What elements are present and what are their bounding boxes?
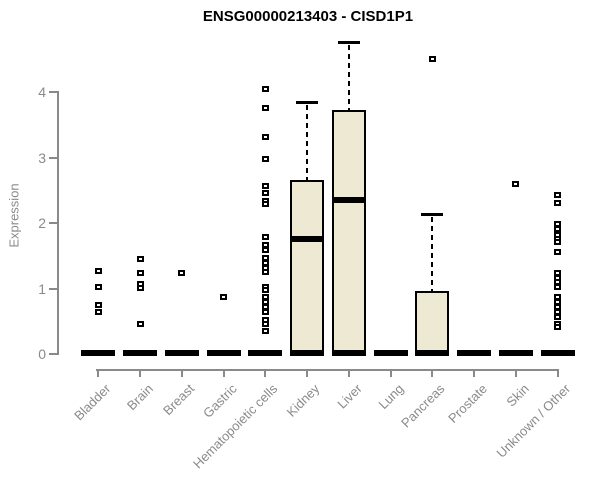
outlier-point [137, 321, 144, 327]
median-line [290, 236, 324, 242]
whisker-cap [296, 101, 318, 104]
outlier-point [262, 309, 269, 315]
outlier-point [429, 56, 436, 62]
median-line [248, 350, 282, 356]
median-line [123, 350, 157, 356]
x-tick-label: Prostate [444, 381, 490, 426]
outlier-point [554, 226, 561, 232]
outlier-point [178, 270, 185, 276]
outlier-point [262, 134, 269, 140]
y-axis-tick [49, 288, 57, 290]
y-tick-label: 3 [38, 150, 46, 166]
outlier-point [554, 200, 561, 206]
outlier-point [137, 270, 144, 276]
y-axis-tick [49, 353, 57, 355]
whisker-line [306, 105, 308, 180]
y-tick-label: 2 [38, 215, 46, 231]
outlier-point [262, 190, 269, 196]
x-tick-label: Bladder [71, 381, 114, 424]
median-line [541, 350, 575, 356]
outlier-point [95, 284, 102, 290]
outlier-point [95, 309, 102, 315]
x-axis-tick [97, 369, 99, 377]
box-liver [332, 110, 366, 353]
whisker-cap [338, 41, 360, 44]
x-tick-label: Liver [334, 381, 365, 412]
whisker-line [348, 45, 350, 111]
outlier-point [512, 181, 519, 187]
box-bottom-cap [332, 350, 366, 356]
outlier-point [262, 86, 269, 92]
outlier-point [262, 328, 269, 334]
outlier-point [262, 234, 269, 240]
median-line [332, 197, 366, 203]
median-line [499, 350, 533, 356]
x-axis-tick [223, 369, 225, 377]
x-tick-label: Unknown / Other [494, 381, 574, 461]
outlier-point [554, 284, 561, 290]
outlier-point [137, 285, 144, 291]
outlier-point [262, 247, 269, 253]
outlier-point [220, 294, 227, 300]
y-tick-label: 4 [38, 84, 46, 100]
chart-title: ENSG00000213403 - CISD1P1 [202, 8, 414, 25]
y-axis-line [57, 91, 59, 355]
y-tick-label: 1 [38, 281, 46, 297]
x-axis-tick [264, 369, 266, 377]
box-pancreas [415, 291, 449, 353]
x-tick-label: Breast [160, 381, 198, 419]
x-tick-label: Pancreas [398, 381, 448, 431]
outlier-point [554, 239, 561, 245]
x-axis-tick [431, 369, 433, 377]
outlier-point [95, 268, 102, 274]
box-kidney [290, 180, 324, 353]
outlier-point [262, 156, 269, 162]
outlier-point [262, 321, 269, 327]
box-bottom-cap [290, 350, 324, 356]
outlier-point [262, 105, 269, 111]
x-axis-tick [557, 369, 559, 377]
median-line [165, 350, 199, 356]
whisker-cap [421, 213, 443, 216]
outlier-point [137, 256, 144, 262]
x-axis-tick [306, 369, 308, 377]
x-axis-line [96, 369, 559, 371]
x-axis-tick [515, 369, 517, 377]
median-line [457, 350, 491, 356]
x-axis-tick [181, 369, 183, 377]
x-tick-label: Gastric [199, 381, 240, 421]
y-axis-tick [49, 157, 57, 159]
outlier-point [262, 269, 269, 275]
outlier-point [554, 192, 561, 198]
x-tick-label: Kidney [283, 381, 323, 420]
outlier-point [554, 314, 561, 320]
outlier-point [262, 183, 269, 189]
x-axis-tick [348, 369, 350, 377]
outlier-point [95, 302, 102, 308]
median-line [374, 350, 408, 356]
x-axis-tick [473, 369, 475, 377]
x-tick-label: Lung [375, 381, 407, 413]
median-line [81, 350, 115, 356]
outlier-point [554, 249, 561, 255]
x-tick-label: Brain [123, 381, 156, 414]
median-line [207, 350, 241, 356]
x-axis-tick [139, 369, 141, 377]
outlier-point [262, 287, 269, 293]
y-tick-label: 0 [38, 346, 46, 362]
outlier-point [554, 324, 561, 330]
outlier-point [262, 201, 269, 207]
median-line [415, 350, 449, 356]
y-axis-tick [49, 222, 57, 224]
y-axis-tick [49, 91, 57, 93]
x-axis-tick [390, 369, 392, 377]
whisker-line [431, 217, 433, 291]
x-tick-label: Skin [503, 381, 532, 410]
